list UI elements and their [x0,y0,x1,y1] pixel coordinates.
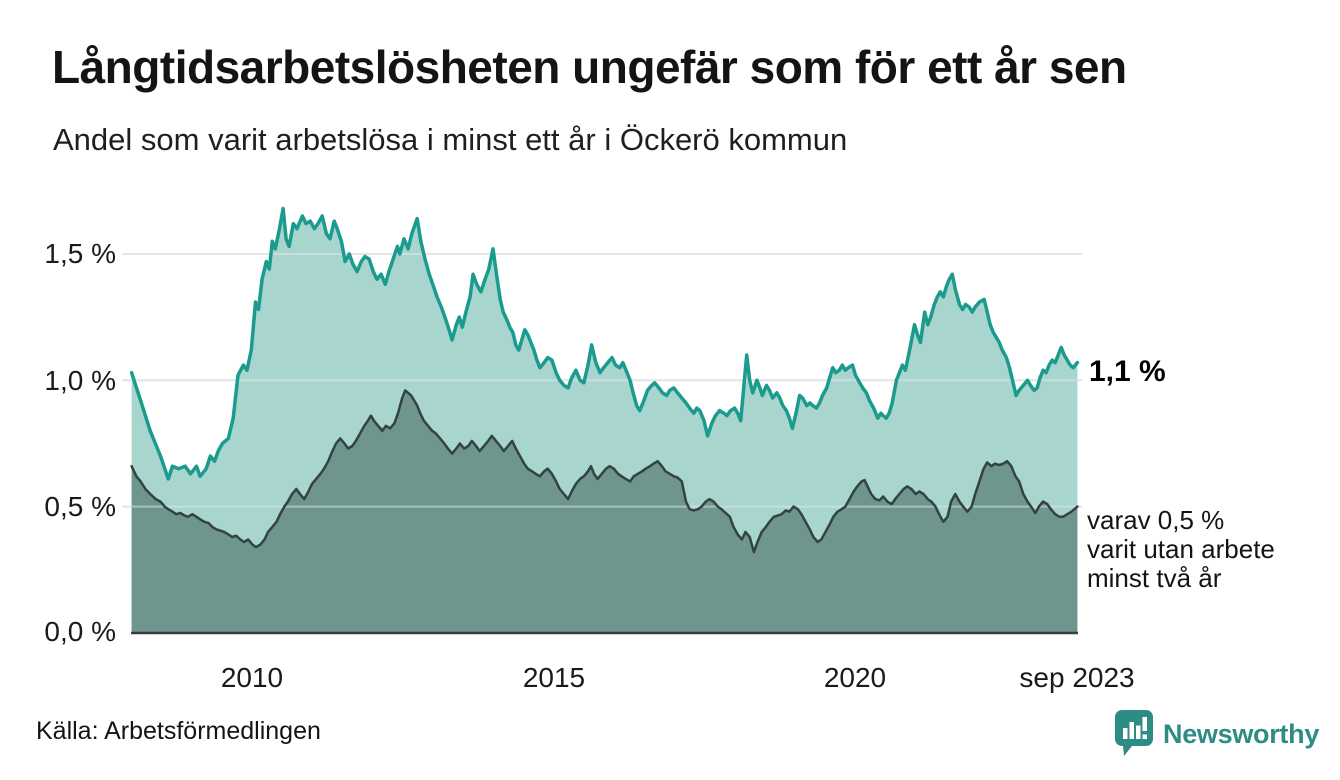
plot-area [122,206,1082,635]
x-tick-label: 2020 [824,662,886,693]
secondary-series-annotation: varav 0,5 % varit utan arbete minst två … [1087,505,1275,593]
x-tick-label: 2010 [221,662,283,693]
annotation-line: minst två år [1087,563,1222,593]
newsworthy-logo-icon [1115,710,1153,756]
y-tick-label: 0,5 % [44,491,116,522]
y-tick-label: 0,0 % [44,616,116,647]
x-axis: 2010 2015 2020 sep 2023 [221,662,1135,693]
chart-subtitle: Andel som varit arbetslösa i minst ett å… [53,122,848,157]
newsworthy-branding: Newsworthy [1115,710,1319,758]
x-tick-label: sep 2023 [1019,662,1134,693]
annotation-line: varav 0,5 % [1087,505,1224,535]
page-title: Långtidsarbetslösheten ungefär som för e… [52,41,1127,93]
y-axis: 1,5 % 1,0 % 0,5 % 0,0 % [44,238,116,647]
x-tick-label: 2015 [523,662,585,693]
source-note: Källa: Arbetsförmedlingen [36,717,321,745]
y-tick-label: 1,0 % [44,365,116,396]
latest-value-label: 1,1 % [1089,355,1166,388]
y-tick-label: 1,5 % [44,238,116,269]
annotation-line: varit utan arbete [1087,534,1275,564]
brand-name: Newsworthy [1163,718,1320,749]
